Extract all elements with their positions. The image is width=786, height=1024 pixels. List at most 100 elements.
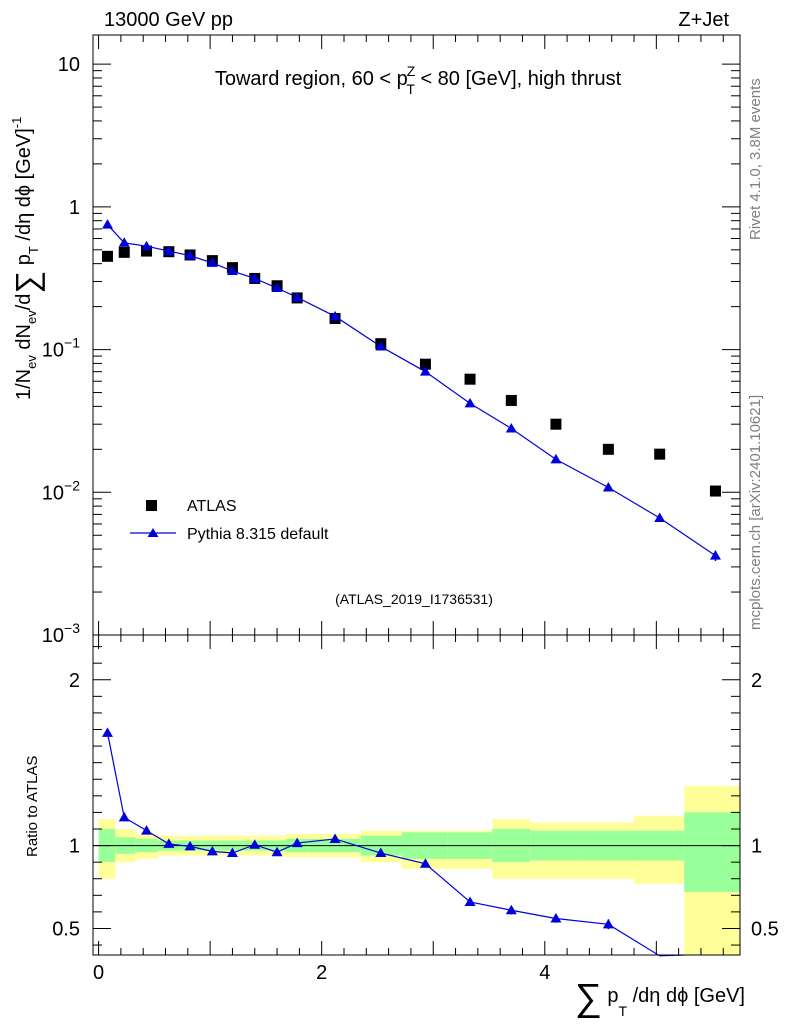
- tick-base: 10: [42, 482, 64, 504]
- atlas-data-point: [550, 418, 562, 430]
- legend: ATLAS Pythia 8.315 default: [130, 498, 329, 543]
- title-pre: Toward region, 60 < p: [215, 68, 408, 90]
- ratio-y-tick-label: 2: [69, 670, 80, 692]
- ratio-point: [184, 840, 196, 851]
- inner-uncertainty-band: [684, 812, 740, 892]
- tick-base: 10: [42, 625, 64, 647]
- ratio-point: [206, 845, 218, 856]
- mcplots-label: mcplots.cern.ch [arXiv:2401.10621]: [747, 395, 764, 630]
- main-y-tick-label: 10−1: [42, 335, 80, 362]
- pythia-point: [184, 250, 196, 260]
- pythia-point: [550, 453, 562, 464]
- ylabel-c: /d: [13, 294, 35, 311]
- process-label: Z+Jet: [678, 9, 729, 31]
- atlas-data-point: [654, 448, 666, 460]
- ratio-panel: 2 2 1 1 0.5 0.5 0 2 4 Ratio to ATLAS ∑ pT /dη d…: [24, 634, 779, 1019]
- main-y-tick-label: 10−2: [42, 477, 80, 504]
- ratio-series: [102, 727, 685, 957]
- ratio-point: [226, 847, 238, 858]
- atlas-data-point: [602, 443, 614, 455]
- x-tick-label: 2: [316, 962, 327, 984]
- ratio-x-tick-labels: 0 2 4: [93, 962, 550, 984]
- ratio-point: [505, 904, 517, 915]
- pythia-point: [163, 245, 175, 256]
- ratio-y-tick-label-right: 2: [751, 670, 762, 692]
- tick-exponent: −2: [64, 477, 80, 493]
- x-tick-label: 0: [93, 962, 104, 984]
- ratio-point: [550, 913, 562, 923]
- ratio-ticks: [93, 635, 740, 955]
- title-post: < 80 [GeV], high thrust: [415, 68, 622, 90]
- ratio-y-tick-label-right: 0.5: [751, 918, 779, 940]
- plot-title: Toward region, 60 < pZ T < 80 [GeV], high…: [215, 63, 622, 97]
- ratio-uncertainty-bands: [98, 785, 740, 955]
- ratio-point: [464, 896, 476, 906]
- ylabel-a: 1/N: [13, 369, 35, 400]
- ratio-y-axis-label: Ratio to ATLAS: [24, 756, 41, 857]
- atlas-data-point: [464, 373, 476, 385]
- pythia-point: [102, 219, 114, 229]
- x-axis-label: ∑ pT /dη dϕ [GeV]: [575, 977, 745, 1019]
- ratio-point: [249, 839, 261, 849]
- pythia-point: [505, 422, 517, 433]
- legend-mc-label: Pythia 8.315 default: [187, 526, 329, 543]
- ratio-y-tick-label-right: 1: [751, 836, 762, 858]
- ylabel-d: p: [13, 254, 35, 271]
- ratio-point: [329, 833, 341, 843]
- xlabel-p: p: [602, 985, 619, 1007]
- tick-exponent: −3: [64, 620, 80, 636]
- ratio-point: [419, 858, 431, 868]
- main-y-tick-label: 10−3: [42, 620, 80, 647]
- pythia-point: [249, 272, 261, 283]
- pythia-point: [464, 397, 476, 408]
- xlabel-sub: T: [619, 1003, 628, 1019]
- main-y-tick-label: 1: [69, 197, 80, 219]
- ylabel-b: dN: [13, 324, 35, 355]
- ratio-frame: [92, 634, 741, 956]
- ylabel-d-sub: T: [26, 246, 41, 254]
- atlas-data-point: [141, 245, 153, 257]
- pythia-point: [118, 237, 130, 247]
- atlas-data-point: [118, 246, 130, 258]
- xlabel-sigma: ∑: [575, 977, 602, 1019]
- title-sup: Z: [407, 63, 416, 79]
- atlas-data-point: [709, 485, 721, 497]
- main-y-axis-label: 1/Nev dNev/d∑ pT /dη dϕ [GeV]-1: [9, 117, 45, 400]
- main-ticks: [93, 35, 740, 636]
- main-frame: [92, 34, 741, 636]
- pythia-point: [709, 550, 721, 560]
- ratio-point: [102, 727, 114, 737]
- ylabel-e-sup: -1: [9, 117, 24, 129]
- ratio-point: [602, 918, 614, 929]
- pythia-point: [271, 282, 283, 293]
- rivet-label: Rivet 4.1.0, 3.8M events: [747, 78, 764, 240]
- tick-exponent: −1: [64, 335, 80, 351]
- pythia-point: [375, 341, 387, 351]
- ratio-point: [291, 837, 303, 848]
- x-tick-label: 4: [539, 962, 550, 984]
- energy-label: 13000 GeV pp: [104, 9, 233, 31]
- pythia-point: [419, 366, 431, 376]
- ratio-point: [141, 825, 153, 835]
- pythia-point: [329, 310, 341, 321]
- ratio-y-tick-labels: 2 2 1 1 0.5 0.5: [52, 670, 779, 941]
- main-series: [102, 219, 721, 561]
- ratio-point: [163, 838, 175, 848]
- ratio-y-tick-label: 1: [69, 836, 80, 858]
- ratio-point: [118, 811, 130, 822]
- ratio-point: [375, 847, 387, 858]
- atlas-data-point: [102, 250, 114, 262]
- ylabel-b-sub: ev: [24, 310, 39, 324]
- atlas-data-point: [419, 358, 431, 370]
- title-sub: T: [406, 81, 415, 97]
- pythia-point: [602, 482, 614, 492]
- ratio-point: [271, 846, 283, 857]
- ratio-y-tick-label: 0.5: [52, 918, 80, 940]
- analysis-watermark: (ATLAS_2019_I1736531): [335, 591, 493, 607]
- tick-base: 10: [42, 340, 64, 362]
- legend-atlas-marker: [146, 500, 157, 511]
- ylabel-a-sub: ev: [24, 355, 39, 369]
